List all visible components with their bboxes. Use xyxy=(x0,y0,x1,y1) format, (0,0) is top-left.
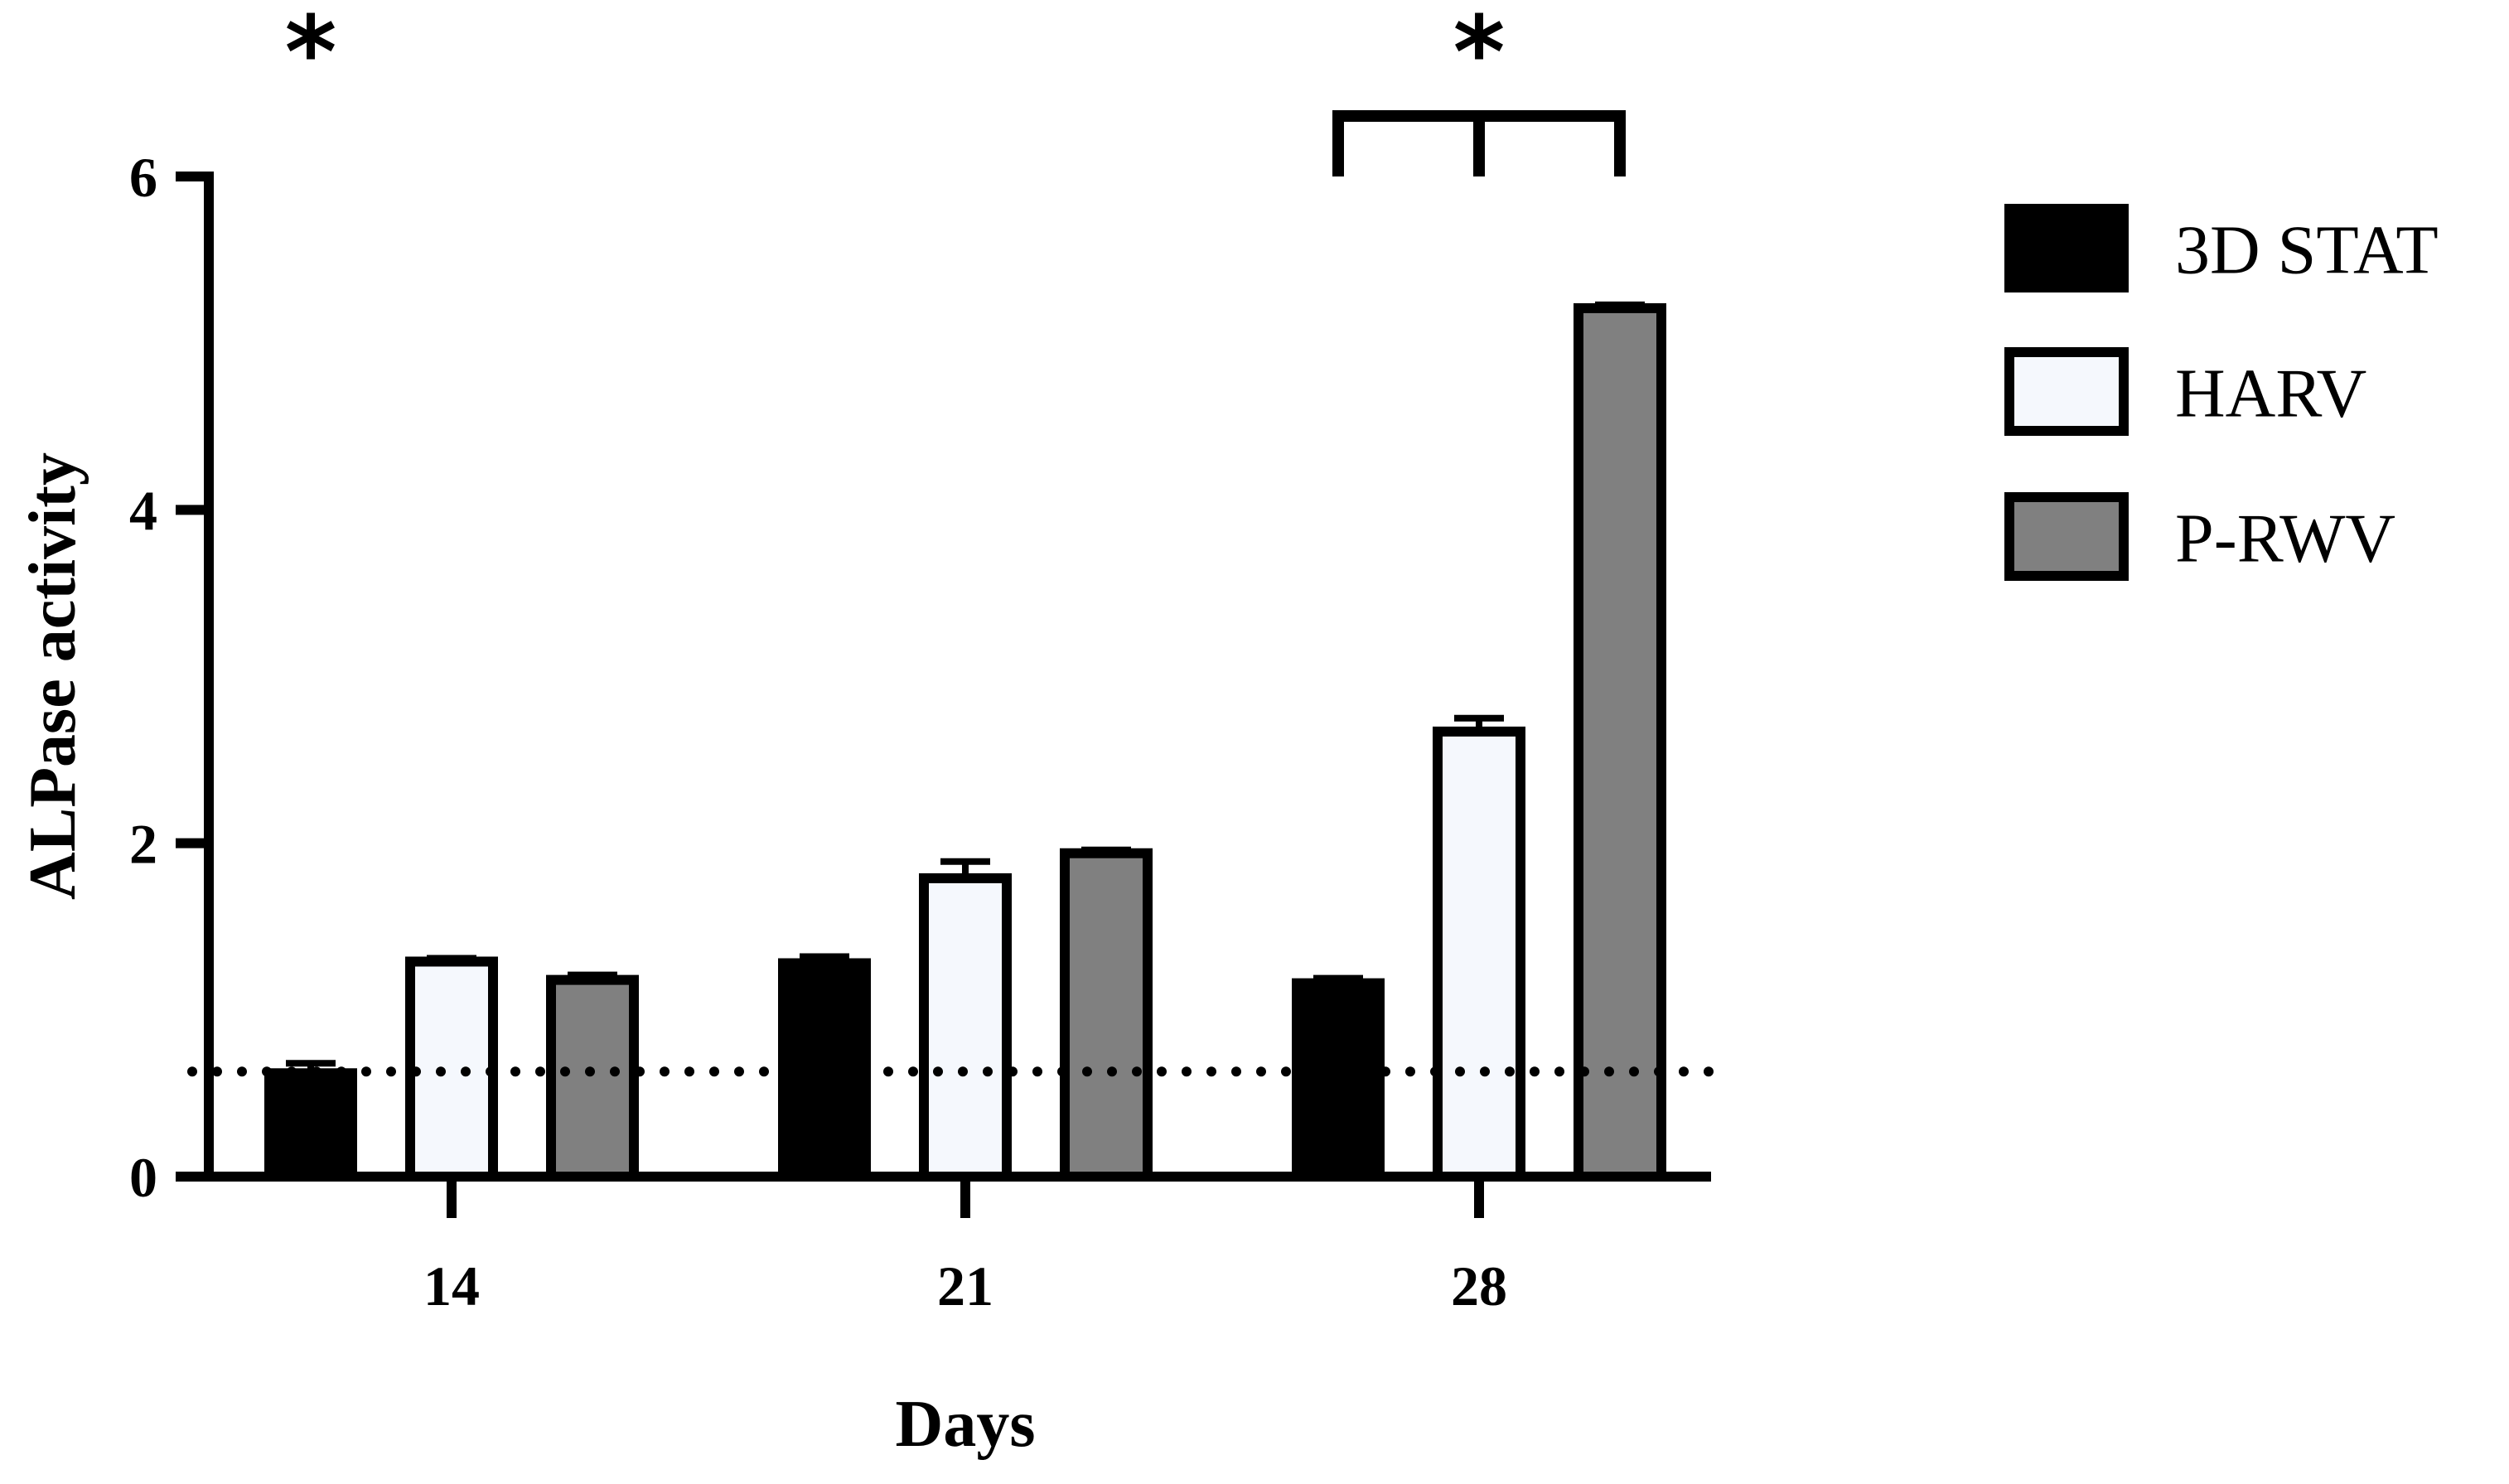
x-tick-label-21: 21 xyxy=(937,1254,993,1317)
x-axis-title: Days xyxy=(896,1388,1036,1461)
bar-p-rwv-day-21 xyxy=(1060,848,1153,1182)
y-tick-label-2: 2 xyxy=(129,813,157,876)
bar-3d-stat-day-14 xyxy=(264,1068,357,1182)
legend-label-p-rwv: P-RWV xyxy=(2175,500,2395,578)
significance-star-day-14: * xyxy=(285,0,337,111)
bars-layer xyxy=(264,301,1666,1182)
bar-harv-day-21 xyxy=(919,873,1012,1182)
significance-star-day-28: * xyxy=(1453,0,1506,111)
x-tick-label-14: 14 xyxy=(423,1254,480,1317)
legend-label-3d-stat: 3D STAT xyxy=(2175,212,2439,289)
annotations-layer: * * xyxy=(187,0,1716,1077)
bar-harv-day-14 xyxy=(405,956,498,1182)
y-axis-title: ALPase activity xyxy=(17,452,89,900)
bar-p-rwv-day-28 xyxy=(1574,302,1666,1182)
legend: 3D STAT HARV P-RWV xyxy=(2004,204,2439,581)
legend-label-harv: HARV xyxy=(2175,355,2366,433)
significance-bracket-day-28 xyxy=(1332,110,1626,176)
y-tick-label-0: 0 xyxy=(129,1146,157,1209)
legend-swatch-3d-stat xyxy=(2004,204,2129,292)
bar-3d-stat-day-28 xyxy=(1292,978,1385,1182)
legend-swatch-p-rwv xyxy=(2004,492,2129,581)
x-tick-label-28: 28 xyxy=(1451,1254,1507,1317)
legend-swatch-harv xyxy=(2004,347,2129,436)
y-tick-label-4: 4 xyxy=(129,479,157,542)
bar-3d-stat-day-21 xyxy=(778,958,871,1182)
bar-harv-day-28 xyxy=(1433,726,1525,1182)
y-tick-label-6: 6 xyxy=(129,146,157,209)
axes-layer: 0 2 4 6 14 21 28 Days ALPase activity xyxy=(17,146,1711,1461)
bar-p-rwv-day-14 xyxy=(546,974,639,1182)
